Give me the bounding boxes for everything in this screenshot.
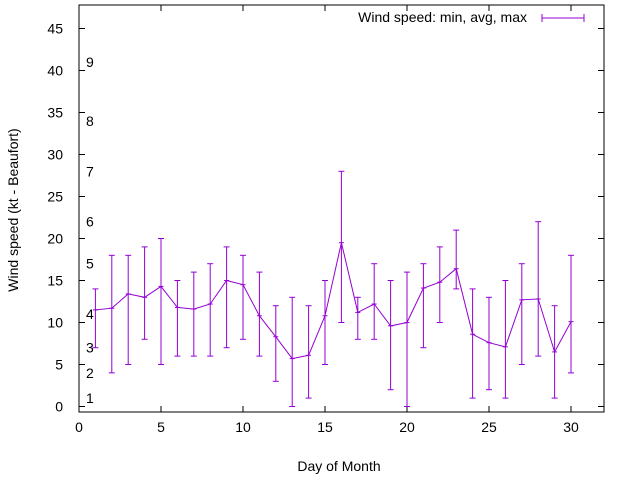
beaufort-label: 4: [86, 306, 94, 322]
y-tick-label: 45: [47, 21, 63, 37]
y-axis-label: Wind speed (kt - Beaufort): [5, 128, 21, 291]
beaufort-label: 1: [86, 390, 94, 406]
y-tick-label: 20: [47, 231, 63, 247]
y-tick-label: 35: [47, 105, 63, 121]
beaufort-label: 7: [86, 163, 94, 179]
plot-border: [78, 4, 605, 413]
x-tick-label: 15: [317, 419, 333, 435]
x-tick-label: 10: [235, 419, 251, 435]
series-line-avg: [95, 242, 572, 360]
x-tick-label: 30: [563, 419, 579, 435]
beaufort-label: 8: [86, 113, 94, 129]
x-tick-label: 0: [75, 419, 83, 435]
x-tick-label: 5: [157, 419, 165, 435]
legend-label: Wind speed: min, avg, max: [358, 9, 527, 25]
x-axis-label: Day of Month: [297, 458, 380, 474]
beaufort-label: 6: [86, 214, 94, 230]
series-layer: [92, 170, 574, 407]
beaufort-label: 9: [86, 54, 94, 70]
beaufort-label: 3: [86, 340, 94, 356]
x-tick-label: 25: [481, 419, 497, 435]
y-tick-label: 5: [55, 357, 63, 373]
y-tick-label: 15: [47, 273, 63, 289]
y-tick-label: 30: [47, 147, 63, 163]
y-tick-label: 0: [55, 399, 63, 415]
y-tick-label: 25: [47, 189, 63, 205]
x-tick-label: 20: [399, 419, 415, 435]
beaufort-label: 5: [86, 256, 94, 272]
beaufort-label: 2: [86, 365, 94, 381]
beaufort-scale-labels: 1 2 3 4 5 6 7 8 9: [86, 54, 94, 406]
y-tick-label: 10: [47, 315, 63, 331]
y-tick-label: 40: [47, 63, 63, 79]
legend: Wind speed: min, avg, max: [358, 9, 585, 25]
